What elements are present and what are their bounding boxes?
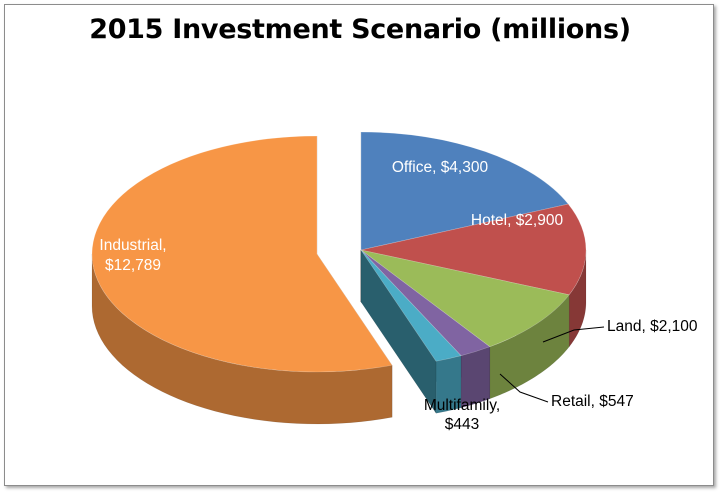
slice-hotel xyxy=(360,203,587,296)
leader-line-land xyxy=(542,326,605,343)
leader-line-retail xyxy=(499,373,549,403)
data-label-industrial-line-1: Industrial, xyxy=(99,237,166,254)
slice-retail xyxy=(360,249,491,357)
data-label-multifamily-line-2: $443 xyxy=(445,416,479,433)
slice-multifamily xyxy=(360,249,462,362)
slice-land xyxy=(360,249,570,348)
data-label-retail: Retail, $547 xyxy=(551,393,634,410)
pie-tops xyxy=(91,131,587,373)
slice-office xyxy=(360,131,569,251)
chart-title: 2015 Investment Scenario (millions) xyxy=(89,14,631,45)
data-labels: Office, $4,300 Hotel, $2,900 Land, $2,100 R… xyxy=(99,159,697,433)
data-label-hotel: Hotel, $2,900 xyxy=(471,212,564,229)
data-label-multifamily-line-1: Multifamily, xyxy=(424,397,500,414)
data-label-industrial-line-2: $12,789 xyxy=(105,257,161,274)
data-label-land: Land, $2,100 xyxy=(607,318,698,335)
data-label-office: Office, $4,300 xyxy=(392,159,489,176)
slice-industrial xyxy=(91,135,393,373)
